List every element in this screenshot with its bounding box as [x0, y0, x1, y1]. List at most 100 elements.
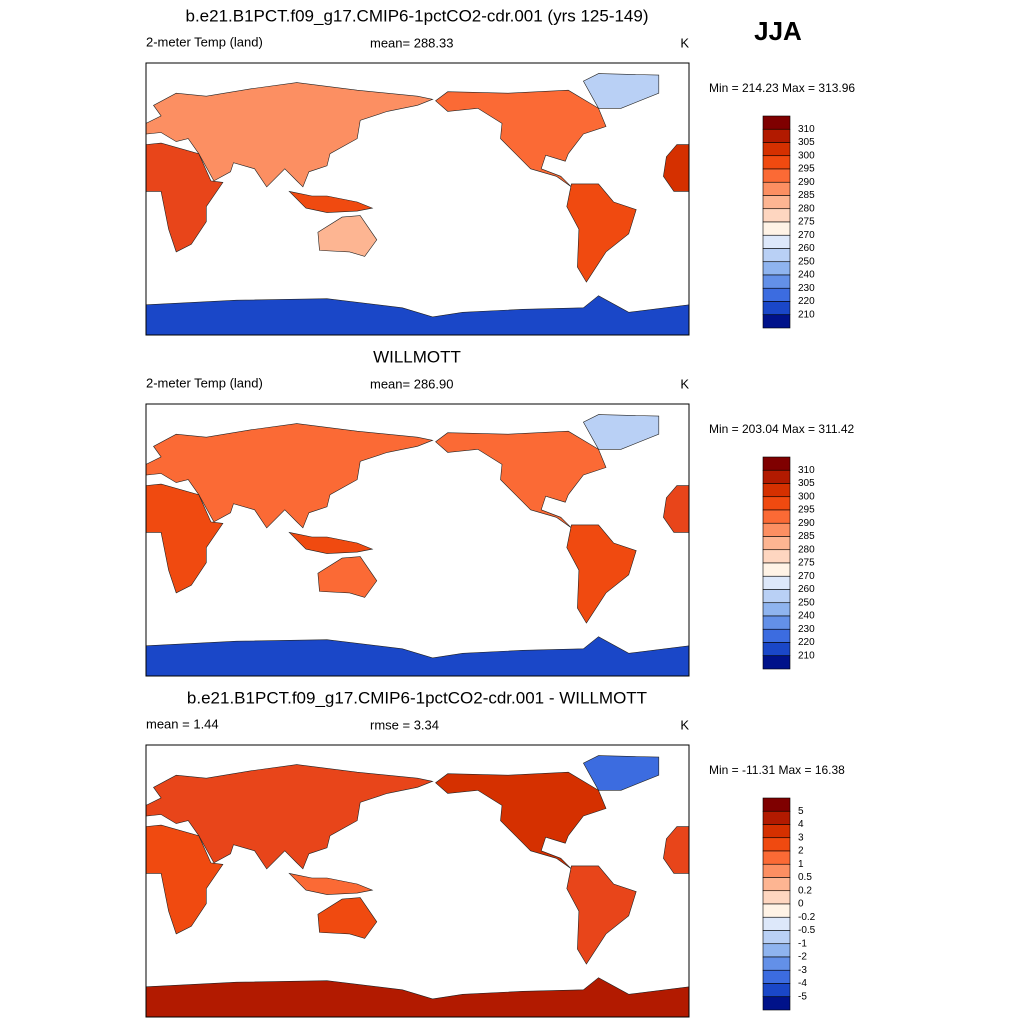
colorbar-box — [762, 797, 791, 812]
land — [663, 826, 690, 874]
colorbar-label: 220 — [798, 296, 815, 307]
colorbar-label: 280 — [798, 544, 815, 555]
colorbar-box — [762, 628, 791, 643]
colorbar-box — [762, 969, 791, 984]
colorbar-box — [762, 301, 791, 316]
colorbar-label: -1 — [798, 938, 807, 949]
panel: WILLMOTT 2-meter Temp (land) mean= 286.90 K… — [145, 347, 855, 677]
colorbar-box — [762, 522, 791, 537]
land — [435, 771, 607, 870]
land — [566, 865, 637, 965]
colorbar-box — [762, 142, 791, 157]
colorbar-label: 305 — [798, 137, 815, 148]
colorbar-box — [762, 589, 791, 604]
season-label: JJA — [754, 16, 802, 46]
panel-title: b.e21.B1PCT.f09_g17.CMIP6-1pctCO2-cdr.00… — [185, 6, 648, 25]
colorbar-label: -4 — [798, 978, 807, 989]
colorbar-box — [762, 810, 791, 825]
colorbar-box — [762, 575, 791, 590]
colorbar-label: 295 — [798, 505, 815, 516]
colorbar-box — [762, 181, 791, 196]
panel: b.e21.B1PCT.f09_g17.CMIP6-1pctCO2-cdr.00… — [145, 6, 855, 336]
colorbar-label: 275 — [798, 217, 815, 228]
map-frame — [145, 62, 690, 336]
min-max: Min = -11.31 Max = 16.38 — [709, 763, 845, 777]
land — [288, 190, 374, 213]
land — [582, 73, 660, 109]
land — [145, 295, 690, 336]
units-label: K — [680, 376, 689, 391]
colorbar-box — [762, 456, 791, 471]
panel-title: b.e21.B1PCT.f09_g17.CMIP6-1pctCO2-cdr.00… — [187, 688, 647, 707]
colorbar-box — [762, 824, 791, 839]
land — [288, 531, 374, 554]
colorbar-box — [762, 903, 791, 918]
land — [663, 485, 690, 533]
colorbar-label: -0.5 — [798, 925, 816, 936]
colorbar-box — [762, 234, 791, 249]
land — [435, 430, 607, 529]
colorbar-label: 290 — [798, 177, 815, 188]
colorbar-label: 285 — [798, 190, 815, 201]
colorbar-box — [762, 287, 791, 302]
left-label: mean = 1.44 — [146, 716, 219, 731]
min-max: Min = 203.04 Max = 311.42 — [709, 422, 855, 436]
colorbar-label: 5 — [798, 806, 804, 817]
colorbar-box — [762, 996, 791, 1011]
land — [317, 897, 378, 939]
land — [145, 636, 690, 677]
units-label: K — [680, 717, 689, 732]
colorbar-box — [762, 642, 791, 657]
colorbar-label: 3 — [798, 832, 804, 843]
colorbar-box — [762, 496, 791, 511]
colorbar-label: 295 — [798, 164, 815, 175]
colorbar-box — [762, 877, 791, 892]
colorbar-box — [762, 655, 791, 670]
center-label: mean= 288.33 — [370, 35, 453, 50]
colorbar-box — [762, 930, 791, 945]
colorbar-box — [762, 943, 791, 958]
colorbar-box — [762, 248, 791, 263]
colorbar-box — [762, 221, 791, 236]
colorbar-box — [762, 195, 791, 210]
colorbar-box — [762, 509, 791, 524]
land — [582, 755, 660, 791]
left-label: 2-meter Temp (land) — [146, 375, 263, 390]
land — [145, 824, 224, 935]
colorbar-box — [762, 536, 791, 551]
units-label: K — [680, 35, 689, 50]
colorbar-label: 230 — [798, 283, 815, 294]
land — [288, 872, 374, 895]
land — [435, 89, 607, 188]
colorbar-label: 1 — [798, 859, 804, 870]
colorbar-label: 210 — [798, 650, 815, 661]
colorbar-label: 275 — [798, 558, 815, 569]
colorbar-box — [762, 549, 791, 564]
colorbar-box — [762, 562, 791, 577]
left-label: 2-meter Temp (land) — [146, 34, 263, 49]
panel-title: WILLMOTT — [373, 347, 461, 366]
colorbar-box — [762, 168, 791, 183]
colorbar-box — [762, 115, 791, 130]
min-max: Min = 214.23 Max = 313.96 — [709, 81, 855, 95]
colorbar-box — [762, 274, 791, 289]
land — [317, 556, 378, 598]
colorbar-label: -0.2 — [798, 912, 816, 923]
colorbar-box — [762, 916, 791, 931]
colorbar-box — [762, 863, 791, 878]
colorbar-label: 270 — [798, 230, 815, 241]
colorbar-label: 240 — [798, 270, 815, 281]
colorbar-label: 220 — [798, 637, 815, 648]
colorbar-label: 250 — [798, 256, 815, 267]
colorbar-box — [762, 208, 791, 223]
center-label: mean= 286.90 — [370, 376, 453, 391]
colorbar-label: 0 — [798, 899, 804, 910]
center-label: rmse = 3.34 — [370, 717, 439, 732]
colorbar-box — [762, 261, 791, 276]
colorbar-box — [762, 602, 791, 617]
colorbar-label: 260 — [798, 243, 815, 254]
land — [566, 183, 637, 283]
colorbar-label: -5 — [798, 991, 807, 1002]
colorbar-label: -3 — [798, 965, 807, 976]
